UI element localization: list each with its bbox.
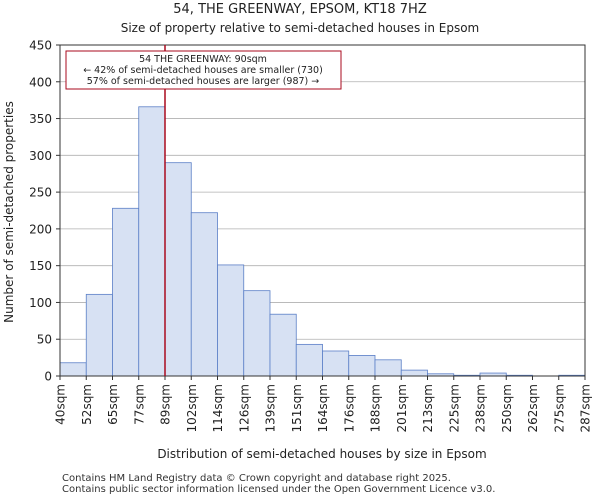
bar-139sqm: [269, 313, 297, 377]
x-tick-label: 114sqm: [211, 384, 225, 432]
y-tick-label: 250: [29, 186, 52, 200]
bar-126sqm: [243, 290, 271, 377]
x-tick-label: 238sqm: [474, 384, 488, 432]
bar-151sqm: [295, 343, 323, 377]
y-axis: 0 50 100 150 200 250 300 350 400 450: [29, 39, 60, 384]
bar-65sqm: [112, 207, 140, 377]
x-tick-label: 201sqm: [395, 384, 409, 432]
y-tick-label: 300: [29, 149, 52, 163]
footer-line-1: Contains HM Land Registry data © Crown c…: [62, 473, 451, 484]
x-tick-label: 275sqm: [552, 384, 566, 432]
y-tick-label: 400: [29, 75, 52, 89]
x-tick-label: 262sqm: [526, 384, 540, 432]
annotation-box: 54 THE GREENWAY: 90sqm ← 42% of semi-det…: [65, 50, 342, 90]
y-tick-label: 150: [29, 259, 52, 273]
x-tick-label: 126sqm: [237, 384, 251, 432]
bars: [59, 106, 586, 377]
x-tick-label: 151sqm: [290, 384, 304, 432]
annotation-line-3: 57% of semi-detached houses are larger (…: [87, 76, 320, 87]
bar-201sqm: [400, 369, 428, 377]
x-tick-label: 139sqm: [264, 384, 278, 432]
x-tick-label: 89sqm: [159, 384, 173, 425]
x-tick-label: 213sqm: [421, 384, 435, 432]
bar-114sqm: [217, 264, 245, 377]
bar-176sqm: [348, 355, 376, 377]
y-tick-label: 200: [29, 222, 52, 236]
y-tick-label: 450: [29, 39, 52, 53]
y-tick-label: 50: [37, 333, 52, 347]
chart-title: 54, THE GREENWAY, EPSOM, KT18 7HZ: [173, 2, 427, 17]
x-axis: 40sqm 52sqm 65sqm 77sqm 89sqm 102sqm 114sqm 126…: [54, 376, 593, 432]
bar-102sqm: [190, 212, 218, 377]
x-tick-label: 77sqm: [132, 384, 146, 425]
bar-77sqm: [138, 106, 166, 377]
x-tick-label: 188sqm: [369, 384, 383, 432]
x-tick-label: 225sqm: [447, 384, 461, 432]
y-tick-label: 0: [44, 370, 52, 384]
bar-164sqm: [322, 350, 350, 377]
x-tick-label: 40sqm: [54, 384, 68, 425]
x-tick-label: 287sqm: [579, 384, 593, 432]
bar-40sqm: [59, 362, 87, 377]
annotation-frame: [65, 50, 342, 90]
chart-subtitle: Size of property relative to semi-detach…: [121, 21, 480, 35]
x-tick-label: 102sqm: [185, 384, 199, 432]
x-tick-label: 65sqm: [106, 384, 120, 425]
y-tick-label: 350: [29, 112, 52, 126]
y-tick-label: 100: [29, 296, 52, 310]
bar-52sqm: [85, 293, 113, 377]
annotation-line-2: ← 42% of semi-detached houses are smalle…: [83, 65, 323, 76]
footer-line-2: Contains public sector information licen…: [62, 484, 496, 495]
x-tick-label: 250sqm: [500, 384, 514, 432]
x-tick-label: 176sqm: [342, 384, 356, 432]
bar-89sqm: [164, 162, 192, 377]
x-tick-label: 164sqm: [316, 384, 330, 432]
footer-attribution: Contains HM Land Registry data © Crown c…: [62, 473, 495, 495]
annotation-line-1: 54 THE GREENWAY: 90sqm: [139, 54, 267, 65]
x-tick-label: 52sqm: [80, 384, 94, 425]
plot-frame: [59, 44, 586, 377]
y-axis-label: Number of semi-detached properties: [2, 101, 16, 323]
bar-188sqm: [374, 359, 402, 377]
x-axis-label: Distribution of semi-detached houses by …: [157, 447, 486, 461]
